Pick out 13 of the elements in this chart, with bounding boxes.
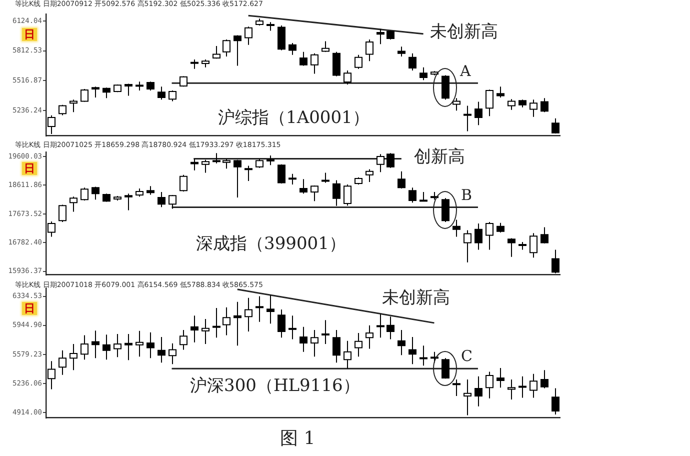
- text: 日: [22, 162, 37, 175]
- annotation: C: [461, 347, 472, 365]
- annotation: 创新高: [414, 147, 465, 167]
- annotation: 深成指（399001）: [196, 234, 346, 254]
- annotation: A: [460, 62, 471, 80]
- annotation: 未创新高: [430, 22, 498, 42]
- annotation: 沪深300（HL9116）: [190, 376, 360, 396]
- annotation: B: [461, 186, 472, 204]
- caption: 图 1: [280, 428, 316, 449]
- text: 日: [22, 28, 37, 41]
- annotation: 沪综指（1A0001）: [218, 108, 370, 128]
- text: 日: [22, 302, 37, 315]
- annotation: 未创新高: [382, 288, 450, 308]
